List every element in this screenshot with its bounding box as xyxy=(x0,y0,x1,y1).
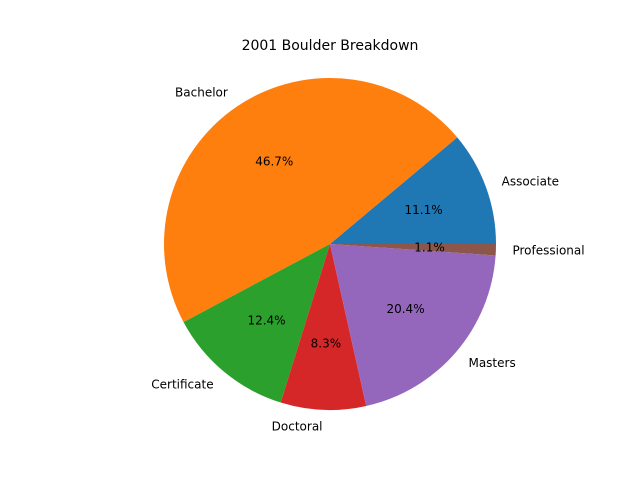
slice-label-bachelor: Bachelor xyxy=(175,86,228,100)
pie-slice-professional xyxy=(330,244,496,256)
pie-slice-doctoral xyxy=(280,244,367,410)
slice-percent-associate: 11.1% xyxy=(405,203,443,217)
slice-label-professional: Professional xyxy=(512,243,584,257)
slice-percent-bachelor: 46.7% xyxy=(255,154,293,168)
chart-title: 2001 Boulder Breakdown xyxy=(242,38,419,54)
pie-labels: Associate 11.1% Bachelor 46.7% Certificate 12… xyxy=(151,86,584,434)
slice-percent-certificate: 12.4% xyxy=(247,314,285,328)
pie-slice-masters xyxy=(330,244,496,407)
slice-label-masters: Masters xyxy=(468,356,515,370)
slice-percent-professional: 1.1% xyxy=(414,240,445,254)
pie-slices xyxy=(164,78,496,410)
slice-label-associate: Associate xyxy=(502,175,559,189)
pie-slice-bachelor xyxy=(164,78,458,323)
pie-slice-associate xyxy=(330,137,496,244)
pie-slice-certificate xyxy=(183,244,330,403)
slice-label-doctoral: Doctoral xyxy=(272,419,323,433)
slice-label-certificate: Certificate xyxy=(151,378,213,392)
slice-percent-masters: 20.4% xyxy=(386,302,424,316)
slice-percent-doctoral: 8.3% xyxy=(311,337,342,351)
